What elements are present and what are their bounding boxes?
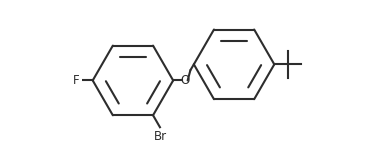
Text: O: O xyxy=(180,74,189,87)
Text: F: F xyxy=(73,74,80,87)
Text: Br: Br xyxy=(153,130,167,142)
